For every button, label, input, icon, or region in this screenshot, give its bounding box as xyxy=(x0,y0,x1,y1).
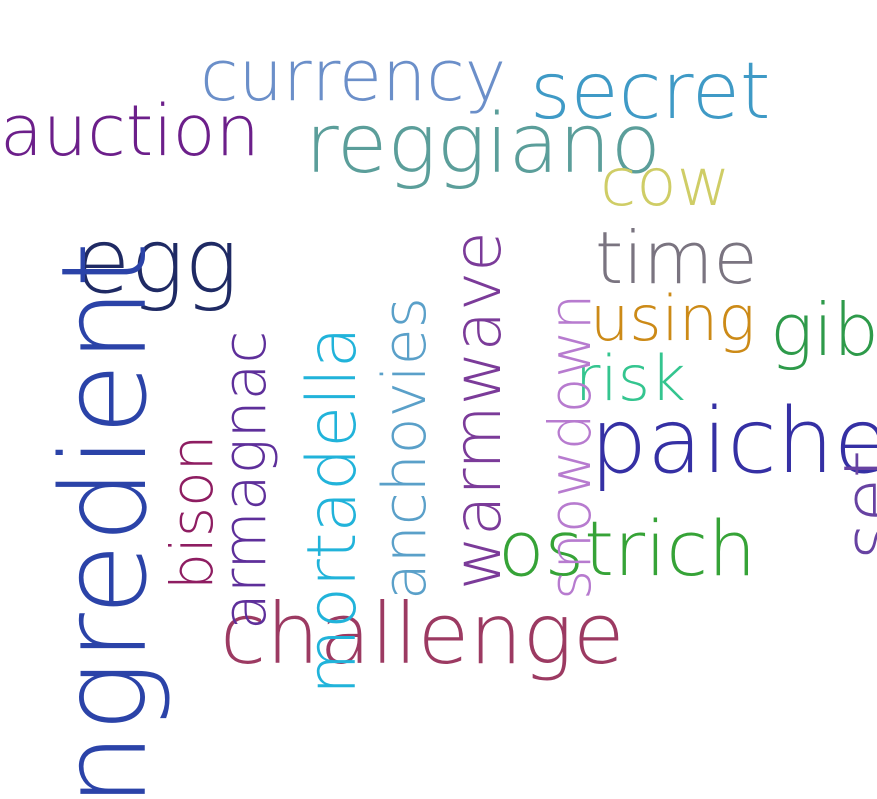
word-armagnac: armagnac xyxy=(210,331,280,630)
word-snowdown: snowdown xyxy=(536,294,604,600)
word-risk: risk xyxy=(575,342,686,415)
word-secret: secret xyxy=(530,47,770,137)
word-gib: gib xyxy=(770,288,877,372)
word-ingredient: ingredient xyxy=(35,242,173,799)
word-egg: egg xyxy=(75,209,238,314)
word-cow: cow xyxy=(600,144,731,221)
word-using: using xyxy=(590,282,755,355)
word-auction: auction xyxy=(0,90,260,172)
word-reggiano: reggiano xyxy=(305,97,661,192)
word-bison: bison xyxy=(158,435,226,590)
word-set: set xyxy=(828,450,877,560)
word-warmwave: warmwave xyxy=(439,231,516,590)
word-challenge: challenge xyxy=(220,585,625,683)
word-ostrich: ostrich xyxy=(498,504,756,593)
word-anchovies: anchovies xyxy=(370,297,440,600)
word-paiche: paiche xyxy=(590,389,877,494)
word-time: time xyxy=(595,216,758,300)
word-currency: currency xyxy=(200,35,506,117)
word-mortadella: mortadella xyxy=(293,326,372,695)
